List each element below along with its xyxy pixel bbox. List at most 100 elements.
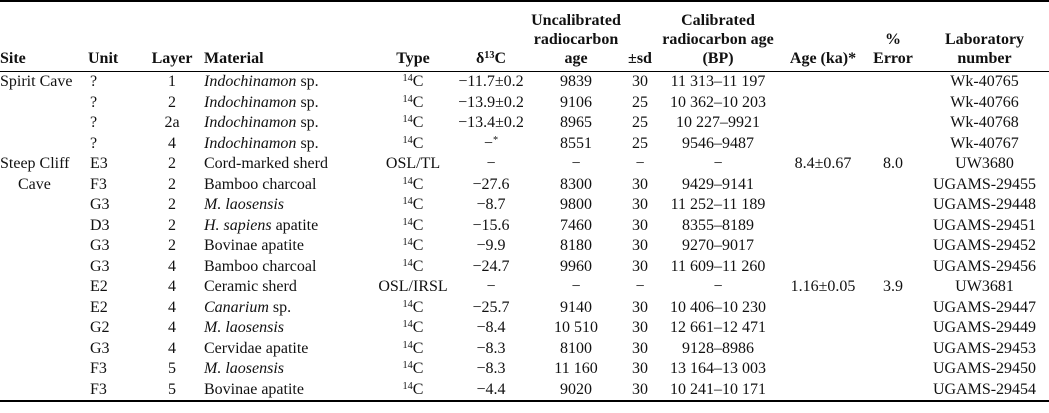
type-isotope-superscript: 14: [402, 73, 413, 85]
material-plain-text: Bovinae apatite: [204, 237, 304, 254]
col-header-type: Type: [372, 1, 454, 72]
cell-unit: G3: [90, 339, 110, 357]
cell-type: OSL/IRSL: [372, 277, 454, 298]
cell-layer: 4: [168, 339, 176, 357]
type-isotope-superscript: 14: [402, 339, 413, 351]
col-header-material: Material: [200, 1, 372, 72]
d13c-value: −13.4±0.2: [458, 114, 524, 131]
cell-calibrated-age: 11 609–11 260: [670, 257, 766, 275]
cell-material: Bamboo charcoal: [200, 175, 372, 196]
col-header-unit: Unit: [88, 1, 144, 72]
cell-age-ka: [780, 93, 866, 114]
cell-calibrated-age: 9429–9141: [682, 175, 754, 193]
cell-uncalibrated-age: 9960: [560, 257, 592, 275]
cell-pct-error: [866, 216, 920, 237]
cell-layer: 4: [168, 134, 176, 152]
type-isotope-superscript: 14: [402, 360, 413, 372]
cell-age-ka: [780, 318, 866, 339]
cell-layer: 4: [168, 257, 176, 275]
type-isotope-superscript: 14: [402, 237, 413, 249]
cell-lab-number: Wk-40766: [950, 93, 1019, 111]
cell-uncalibrated-age: 8551: [560, 134, 592, 152]
cell-calibrated-age: 13 164–13 003: [670, 360, 766, 377]
cell-uncalibrated-age: 8100: [560, 339, 592, 357]
material-species-name: M. laosensis: [204, 196, 284, 213]
cell-d13c: −*: [454, 134, 528, 155]
cell-lab-number: UGAMS-29448: [932, 196, 1037, 213]
cell-material: Indochinamon sp.: [200, 72, 372, 93]
col-header-d13c: δ13C: [454, 1, 528, 72]
cell-lab-number: Wk-40765: [950, 73, 1019, 90]
cell-pct-error: [866, 195, 920, 216]
cell-material: Bovinae apatite: [200, 236, 372, 257]
cell-material: H. sapiens apatite: [200, 216, 372, 237]
header-row: Site Unit Layer Material Type δ13C Uncal…: [0, 1, 1049, 72]
cell-sd: 30: [632, 298, 648, 316]
cell-sd: 30: [632, 339, 648, 357]
cell-pct-error: [866, 298, 920, 319]
table-row: ? 4 Indochinamon sp. 14C −* 8551 25 9546…: [0, 134, 1049, 155]
cell-d13c: −: [454, 154, 528, 175]
cell-pct-error: [866, 134, 920, 155]
cell-calibrated-age: 11 313–11 197: [670, 73, 766, 90]
cell-d13c: −11.7±0.2: [454, 72, 528, 93]
cell-site: [0, 236, 88, 257]
cell-site: [0, 298, 88, 319]
cell-d13c: −27.6: [454, 175, 528, 196]
cell-d13c: −8.3: [454, 339, 528, 360]
cell-calibrated-age: 9546–9487: [682, 134, 754, 152]
radiocarbon-dating-table: Site Unit Layer Material Type δ13C Uncal…: [0, 0, 1049, 402]
cell-d13c: −8.4: [454, 318, 528, 339]
type-method-text: C: [412, 93, 424, 111]
cell-lab-number: UW3680: [955, 155, 1014, 172]
cell-type: 14C: [372, 298, 454, 319]
cell-unit: ?: [90, 134, 98, 152]
cell-d13c: −25.7: [454, 298, 528, 319]
type-isotope-superscript: 14: [402, 114, 413, 126]
cell-pct-error: [866, 113, 920, 134]
table-body: Spirit Cave ? 1 Indochinamon sp. 14C −11…: [0, 72, 1049, 402]
cell-age-ka: [780, 216, 866, 237]
type-isotope-superscript: 14: [402, 196, 413, 208]
cell-lab-number: UGAMS-29454: [932, 380, 1037, 398]
material-plain-text: Bamboo charcoal: [204, 175, 317, 193]
cell-material: Indochinamon sp.: [200, 134, 372, 155]
material-species-name: Indochinamon: [204, 73, 297, 90]
cell-layer: 5: [168, 360, 176, 377]
cell-material: Bovinae apatite: [200, 380, 372, 402]
d13c-delta: δ: [475, 50, 485, 67]
cell-unit: G3: [90, 257, 110, 275]
cell-calibrated-age: −: [713, 278, 723, 295]
table-row: Cave F3 2 Bamboo charcoal 14C −27.6 8300…: [0, 175, 1049, 196]
cell-age-ka: [780, 113, 866, 134]
d13c-value: −8.3: [476, 339, 506, 357]
cell-site: [0, 359, 88, 380]
d13c-value: −24.7: [472, 257, 510, 275]
cell-site: Steep Cliff: [0, 155, 70, 172]
cell-sd: 30: [632, 360, 648, 377]
d13c-value: −27.6: [472, 175, 510, 193]
cell-site: [0, 134, 88, 155]
cell-uncalibrated-age: 9140: [560, 298, 592, 316]
cell-unit: ?: [90, 93, 98, 111]
material-species-name: Indochinamon: [204, 93, 297, 111]
cell-uncalibrated-age: −: [571, 278, 581, 295]
cell-calibrated-age: 10 241–10 171: [670, 380, 766, 398]
col-header-uncalibrated-age: Uncalibrated radiocarbon age: [528, 1, 624, 72]
table-row: E2 4 Ceramic sherd OSL/IRSL − − − − 1.16…: [0, 277, 1049, 298]
cell-age-ka: [780, 175, 866, 196]
d13c-value: −8.3: [476, 360, 506, 377]
cell-pct-error: [866, 380, 920, 402]
cell-sd: 30: [632, 73, 648, 90]
material-plain-text: sp.: [296, 114, 319, 131]
table-row: G3 4 Cervidae apatite 14C −8.3 8100 30 9…: [0, 339, 1049, 360]
cell-uncalibrated-age: 9106: [560, 93, 592, 111]
cell-calibrated-age: 10 406–10 230: [670, 298, 766, 316]
cell-pct-error: [866, 236, 920, 257]
cell-pct-error: [866, 257, 920, 278]
cell-material: Bamboo charcoal: [200, 257, 372, 278]
cell-site: [0, 195, 88, 216]
type-isotope-superscript: 14: [402, 134, 413, 146]
col-header-sd: ±sd: [624, 1, 656, 72]
d13c-value: −4.4: [476, 380, 506, 398]
